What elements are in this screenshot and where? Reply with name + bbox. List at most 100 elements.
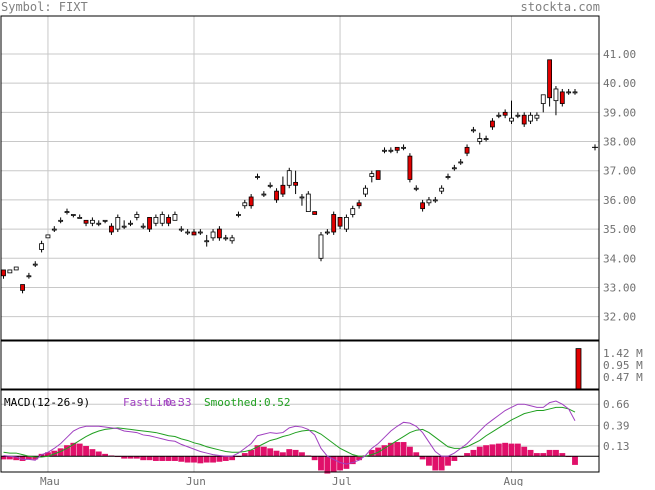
candle-body	[293, 181, 299, 186]
candle-body	[324, 231, 330, 234]
candle-body	[26, 275, 32, 278]
macd-histogram-bar	[432, 456, 439, 471]
candle-body	[559, 91, 565, 104]
candle-body	[242, 202, 248, 207]
macd-histogram-bar	[546, 449, 553, 457]
macd-histogram-bar	[254, 445, 261, 457]
candle-body	[502, 111, 508, 116]
price-tick-label: 39.00	[603, 106, 636, 119]
candle-body	[464, 146, 470, 154]
macd-histogram-bar	[140, 456, 147, 461]
macd-histogram-bar	[19, 456, 26, 461]
candle-body	[204, 240, 210, 243]
macd-histogram-bar	[343, 456, 350, 469]
macd-histogram-bar	[330, 456, 337, 472]
smoothed-legend-label: Smoothed:	[204, 396, 264, 409]
candle-body	[274, 190, 279, 201]
macd-histogram-bar	[267, 448, 274, 457]
macd-histogram-bar	[89, 449, 96, 457]
candle-body	[369, 173, 375, 177]
macd-histogram-bar	[159, 456, 166, 461]
candle-body	[121, 225, 127, 228]
candle-body	[356, 202, 362, 207]
candle-body	[1, 269, 6, 277]
macd-histogram-bar	[25, 456, 32, 460]
macd-histogram-bar	[133, 456, 140, 459]
candle-body	[553, 88, 559, 102]
price-tick-label: 33.00	[603, 281, 636, 294]
candle-body	[540, 94, 546, 104]
volume-panel	[575, 348, 582, 390]
candle-body	[343, 217, 349, 230]
candle-body	[128, 222, 133, 225]
macd-histogram-bar	[184, 456, 191, 463]
candle-body	[331, 214, 337, 233]
macd-histogram-bar	[13, 456, 20, 461]
macd-histogram-bar	[299, 452, 305, 457]
macd-histogram-bar	[95, 451, 102, 457]
smoothed-legend-value: 0.52	[264, 396, 291, 409]
candle-body	[223, 237, 229, 240]
macd-histogram-bar	[260, 446, 267, 457]
macd-histogram-bar	[356, 456, 363, 461]
candle-body	[521, 114, 527, 125]
candle-body	[445, 176, 451, 178]
candle-body	[572, 91, 578, 94]
candle-body	[7, 269, 13, 274]
macd-histogram-bar	[540, 453, 547, 457]
candle-body	[58, 219, 64, 222]
candle-body	[509, 117, 514, 122]
frames	[0, 15, 600, 473]
macd-histogram-bar	[445, 456, 451, 466]
candle-body	[363, 187, 368, 195]
candle-body	[191, 231, 197, 236]
candle-body	[394, 146, 400, 151]
candle-body	[64, 211, 70, 213]
macd-histogram-bar	[83, 445, 89, 457]
candle-body	[470, 129, 476, 132]
macd-histogram-bar	[165, 456, 172, 461]
macd-histogram-bar	[178, 456, 185, 462]
macd-histogram-bar	[502, 442, 509, 457]
price-tick-label: 36.00	[603, 194, 636, 207]
macd-histogram-bar	[495, 443, 502, 457]
smoothed-line	[3, 406, 576, 458]
candle-body	[439, 187, 445, 192]
candle-body	[39, 243, 44, 250]
macd-histogram-bar	[394, 442, 401, 457]
candle-body	[534, 114, 540, 119]
site-label: stockta.com	[520, 0, 600, 14]
candle-body	[350, 208, 356, 215]
macd-histogram-bar	[489, 444, 496, 457]
macd-histogram-bar	[172, 456, 178, 461]
x-tick-label: Jun	[186, 475, 206, 486]
macd-histogram-bar	[381, 445, 388, 457]
candle-body	[388, 149, 394, 152]
macd-histogram-bar	[45, 452, 51, 457]
macd-histogram-bar	[413, 452, 420, 457]
candle-body	[45, 234, 51, 239]
candle-body	[337, 217, 343, 227]
candle-body	[401, 146, 406, 149]
macd-tick-label: 0.66	[603, 398, 630, 411]
macd-histogram-bar	[476, 446, 483, 457]
macd-tick-label: 0.39	[603, 419, 630, 432]
symbol-label: Symbol: FIXT	[1, 0, 88, 14]
candle-body	[210, 231, 216, 239]
candle-body	[490, 120, 495, 128]
macd-histogram-bar	[521, 446, 528, 457]
price-tick-label: 35.00	[603, 223, 636, 236]
volume-tick-label: 0.95 M	[603, 359, 643, 372]
volume-tick-label: 0.47 M	[603, 371, 643, 384]
candle-body	[51, 228, 57, 231]
candle-body	[483, 138, 489, 140]
candle-body	[178, 228, 184, 231]
price-tick-label: 38.00	[603, 136, 636, 149]
volume-bar	[575, 348, 582, 390]
macd-histogram-bar	[210, 456, 216, 463]
candle-body	[528, 114, 533, 122]
candle-body	[407, 155, 413, 180]
macd-histogram-bar	[203, 456, 210, 463]
volume-frame	[0, 340, 600, 390]
